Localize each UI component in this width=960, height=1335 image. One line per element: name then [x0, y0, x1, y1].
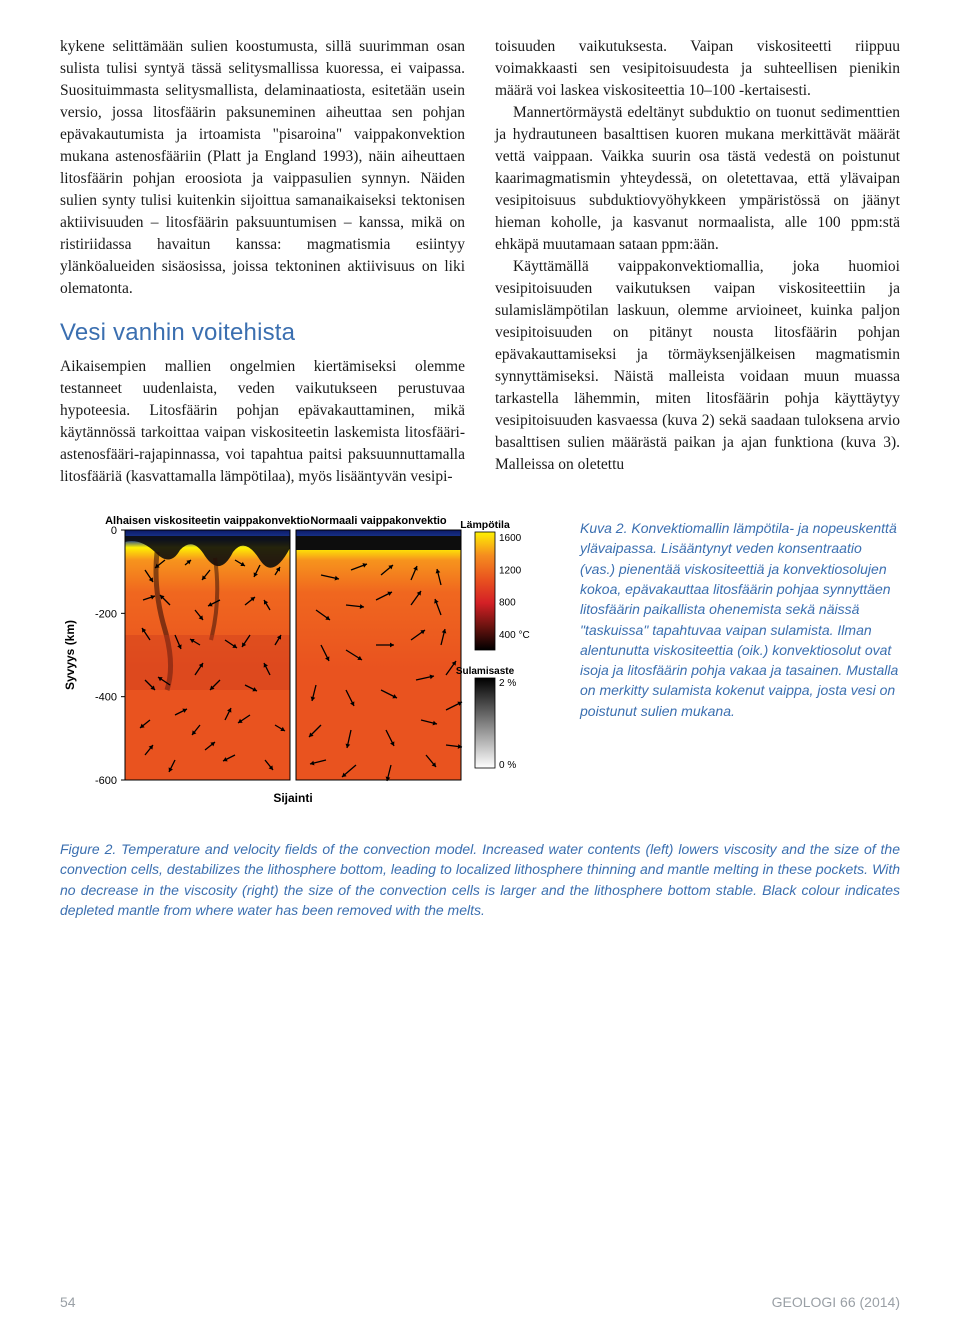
figure-row: Alhaisen viskositeetin vaippakonvektioNo…	[60, 508, 900, 825]
caption-english: Figure 2. Temperature and velocity field…	[60, 839, 900, 920]
svg-text:-200: -200	[95, 608, 117, 620]
svg-text:Lämpötila: Lämpötila	[460, 519, 510, 531]
svg-text:Sijainti: Sijainti	[273, 791, 312, 805]
caption-finnish: Kuva 2. Konvektiomallin lämpötila- ja no…	[580, 508, 900, 721]
figure-svg-wrap: Alhaisen viskositeetin vaippakonvektioNo…	[60, 508, 560, 825]
left-p2: Aikaisempien mallien ongelmien kiertämis…	[60, 356, 465, 488]
svg-text:0 %: 0 %	[499, 760, 516, 771]
svg-text:-400: -400	[95, 692, 117, 704]
svg-text:1600: 1600	[499, 533, 522, 544]
left-column: kykene selittämään sulien koostumusta, s…	[60, 36, 465, 488]
svg-text:2 %: 2 %	[499, 678, 516, 689]
svg-text:Sulamisaste: Sulamisaste	[456, 666, 515, 677]
page-number: 54	[60, 1293, 76, 1313]
page-footer: 54 GEOLOGI 66 (2014)	[60, 1293, 900, 1313]
svg-text:400 °C: 400 °C	[499, 630, 530, 641]
right-p2: Mannertörmäystä edeltänyt subduktio on t…	[495, 102, 900, 256]
right-p1: toisuuden vaikutuksesta. Vaipan viskosit…	[495, 36, 900, 102]
svg-text:800: 800	[499, 598, 516, 609]
right-column: toisuuden vaikutuksesta. Vaipan viskosit…	[495, 36, 900, 488]
svg-text:-600: -600	[95, 775, 117, 787]
svg-text:Alhaisen viskositeetin vaippak: Alhaisen viskositeetin vaippakonvektio	[105, 515, 310, 527]
svg-text:Normaali vaippakonvektio: Normaali vaippakonvektio	[310, 515, 447, 527]
body-columns: kykene selittämään sulien koostumusta, s…	[60, 36, 900, 488]
left-p1: kykene selittämään sulien koostumusta, s…	[60, 36, 465, 300]
section-heading: Vesi vanhin voitehista	[60, 316, 465, 350]
svg-text:1200: 1200	[499, 565, 522, 576]
journal-ref: GEOLOGI 66 (2014)	[772, 1293, 900, 1313]
svg-text:0: 0	[111, 525, 117, 537]
svg-text:Syvyys (km): Syvyys (km)	[63, 620, 77, 690]
figure-2-svg: Alhaisen viskositeetin vaippakonvektioNo…	[60, 508, 560, 818]
right-p3: Käyttämällä vaippakonvektiomallia, joka …	[495, 256, 900, 476]
